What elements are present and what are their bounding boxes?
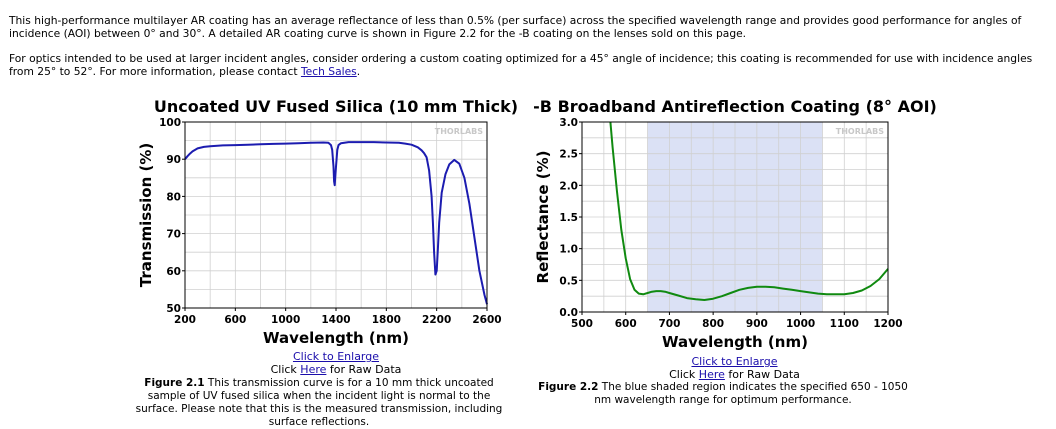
transmission-chart-y-tick-label: 80: [166, 191, 181, 203]
figure1-caption-label: Figure 2.1: [144, 377, 205, 389]
reflectance-chart-x-tick-label: 1100: [830, 318, 859, 330]
reflectance-chart-y-tick-label: 3.0: [559, 117, 578, 129]
figure2-raw-data-link[interactable]: Here: [698, 368, 725, 381]
transmission-chart: THORLABS 200 600 1000 1400 1800 2200 2600 50 60 70…: [128, 92, 518, 354]
intro-paragraph-2-end: .: [356, 65, 361, 78]
transmission-chart-y-tick-label: 60: [166, 266, 181, 278]
reflectance-chart-svg: THORLABS 500 600 700 800 900 1000 1100 1200 0.0 0.…: [533, 97, 937, 351]
transmission-chart-series-line: [184, 141, 488, 305]
reflectance-chart-y-tick-label: 0.5: [559, 275, 578, 287]
transmission-chart-x-tick-label: 2600: [472, 314, 501, 326]
tech-sales-link[interactable]: Tech Sales: [300, 65, 357, 78]
reflectance-chart-x-tick-label: 600: [615, 318, 637, 330]
reflectance-chart-y-tick-label: 2.5: [559, 149, 578, 161]
figure2-raw-prefix: Click: [669, 368, 699, 381]
transmission-chart-x-axis-label: Wavelength (nm): [263, 329, 409, 347]
transmission-chart-x-tick-label: 1800: [372, 314, 401, 326]
figure1-raw-suffix: for Raw Data: [326, 363, 402, 376]
reflectance-chart-title: -B Broadband Antireflection Coating (8° …: [533, 97, 937, 116]
reflectance-chart-x-axis-label: Wavelength (nm): [662, 333, 808, 351]
reflectance-chart-y-tick-label: 0.0: [559, 307, 578, 319]
figure2-links: Click to Enlarge Click Here for Raw Data: [582, 355, 887, 381]
reflectance-chart-y-axis-label: Reflectance (%): [534, 151, 552, 284]
transmission-chart-svg: THORLABS 200 600 1000 1400 1800 2200 2600 50 60 70…: [137, 97, 518, 347]
reflectance-chart-x-tick-label: 500: [571, 318, 593, 330]
figure2-enlarge-link[interactable]: Click to Enlarge: [691, 355, 778, 368]
reflectance-chart-y-tick-label: 1.5: [559, 212, 578, 224]
figure1-enlarge-link[interactable]: Click to Enlarge: [292, 350, 380, 363]
transmission-chart-y-axis-label: Transmission (%): [137, 143, 155, 287]
figure2-caption-label: Figure 2.2: [538, 381, 599, 393]
intro-paragraph-1: This high-performance multilayer AR coat…: [9, 14, 1022, 40]
figure1-raw-data-link[interactable]: Here: [300, 363, 327, 376]
figure1-links: Click to Enlarge Click Here for Raw Data: [185, 350, 487, 376]
intro-paragraph-2-text: For optics intended to be used at larger…: [9, 52, 1033, 78]
reflectance-chart-x-tick-label: 800: [702, 318, 724, 330]
reflectance-chart: THORLABS 500 600 700 800 900 1000 1100 1200 0.0 0.…: [520, 92, 937, 354]
figure2-raw-suffix: for Raw Data: [724, 368, 800, 381]
reflectance-chart-x-tick-label: 900: [746, 318, 768, 330]
reflectance-chart-y-tick-label: 2.0: [559, 180, 578, 192]
transmission-chart-x-tick-label: 1000: [271, 314, 300, 326]
figure2-caption-text: The blue shaded region indicates the spe…: [594, 381, 908, 406]
reflectance-chart-x-tick-label: 1200: [873, 318, 902, 330]
transmission-chart-x-tick-label: 2200: [422, 314, 451, 326]
reflectance-chart-y-tick-label: 1.0: [559, 244, 578, 256]
reflectance-chart-x-tick-label: 1000: [786, 318, 815, 330]
transmission-chart-y-tick-label: 100: [159, 117, 181, 129]
reflectance-chart-x-tick-label: 700: [658, 318, 680, 330]
transmission-chart-y-tick-label: 50: [166, 303, 181, 315]
reflectance-chart-series-line: [609, 121, 889, 301]
figure1-caption: Figure 2.1 This transmission curve is fo…: [134, 377, 504, 429]
transmission-chart-x-tick-label: 1400: [321, 314, 350, 326]
transmission-chart-x-tick-label: 200: [174, 314, 196, 326]
figure1-caption-text: This transmission curve is for a 10 mm t…: [135, 377, 503, 428]
transmission-chart-title: Uncoated UV Fused Silica (10 mm Thick): [154, 97, 518, 116]
reflectance-chart-watermark: THORLABS: [836, 127, 885, 136]
transmission-chart-y-tick-label: 70: [166, 229, 181, 241]
transmission-chart-x-tick-label: 600: [224, 314, 246, 326]
transmission-chart-watermark: THORLABS: [435, 127, 484, 136]
figure1-raw-prefix: Click: [270, 363, 301, 376]
transmission-chart-y-tick-label: 90: [166, 154, 181, 166]
figure2-caption: Figure 2.2 The blue shaded region indica…: [536, 381, 910, 407]
intro-paragraph-2: For optics intended to be used at larger…: [9, 52, 1049, 78]
